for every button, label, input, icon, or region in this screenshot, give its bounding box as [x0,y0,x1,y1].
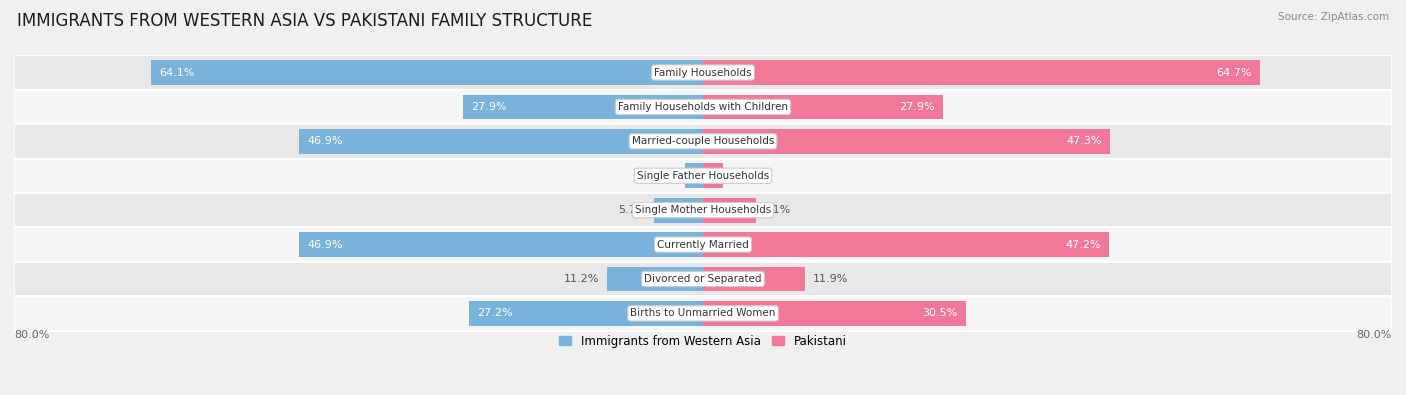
Legend: Immigrants from Western Asia, Pakistani: Immigrants from Western Asia, Pakistani [555,330,851,352]
Bar [14,193,1392,228]
Text: 27.9%: 27.9% [898,102,935,112]
Bar [654,198,703,222]
Bar [703,301,966,326]
Text: 47.3%: 47.3% [1066,136,1102,146]
Text: 5.7%: 5.7% [619,205,647,215]
Bar [14,262,1392,296]
Bar [703,94,943,119]
Bar [14,90,1392,124]
Text: 27.2%: 27.2% [478,308,513,318]
Bar [606,267,703,292]
Text: 30.5%: 30.5% [922,308,957,318]
Text: Single Father Households: Single Father Households [637,171,769,181]
Text: Births to Unmarried Women: Births to Unmarried Women [630,308,776,318]
Bar [703,164,723,188]
Bar [703,267,806,292]
Text: 64.7%: 64.7% [1216,68,1251,77]
Bar [703,129,1111,154]
Text: 64.1%: 64.1% [160,68,195,77]
Bar [14,296,1392,331]
Bar [299,232,703,257]
Bar [703,232,1109,257]
Text: 2.1%: 2.1% [650,171,678,181]
Text: 80.0%: 80.0% [14,330,49,340]
Text: 27.9%: 27.9% [471,102,508,112]
Text: 47.2%: 47.2% [1066,239,1101,250]
Text: Single Mother Households: Single Mother Households [636,205,770,215]
Bar [14,55,1392,90]
Bar [463,94,703,119]
Text: IMMIGRANTS FROM WESTERN ASIA VS PAKISTANI FAMILY STRUCTURE: IMMIGRANTS FROM WESTERN ASIA VS PAKISTAN… [17,12,592,30]
Text: Source: ZipAtlas.com: Source: ZipAtlas.com [1278,12,1389,22]
Text: 46.9%: 46.9% [308,136,343,146]
Text: Currently Married: Currently Married [657,239,749,250]
Bar [299,129,703,154]
Bar [703,60,1260,85]
Text: Family Households: Family Households [654,68,752,77]
Text: 46.9%: 46.9% [308,239,343,250]
Text: 11.2%: 11.2% [564,274,599,284]
Text: 80.0%: 80.0% [1357,330,1392,340]
Text: 6.1%: 6.1% [762,205,790,215]
Bar [14,158,1392,193]
Text: Family Households with Children: Family Households with Children [619,102,787,112]
Text: 2.3%: 2.3% [730,171,758,181]
Text: Married-couple Households: Married-couple Households [631,136,775,146]
Bar [468,301,703,326]
Bar [14,228,1392,262]
Bar [14,124,1392,158]
Bar [685,164,703,188]
Bar [150,60,703,85]
Bar [703,198,755,222]
Text: Divorced or Separated: Divorced or Separated [644,274,762,284]
Text: 11.9%: 11.9% [813,274,848,284]
